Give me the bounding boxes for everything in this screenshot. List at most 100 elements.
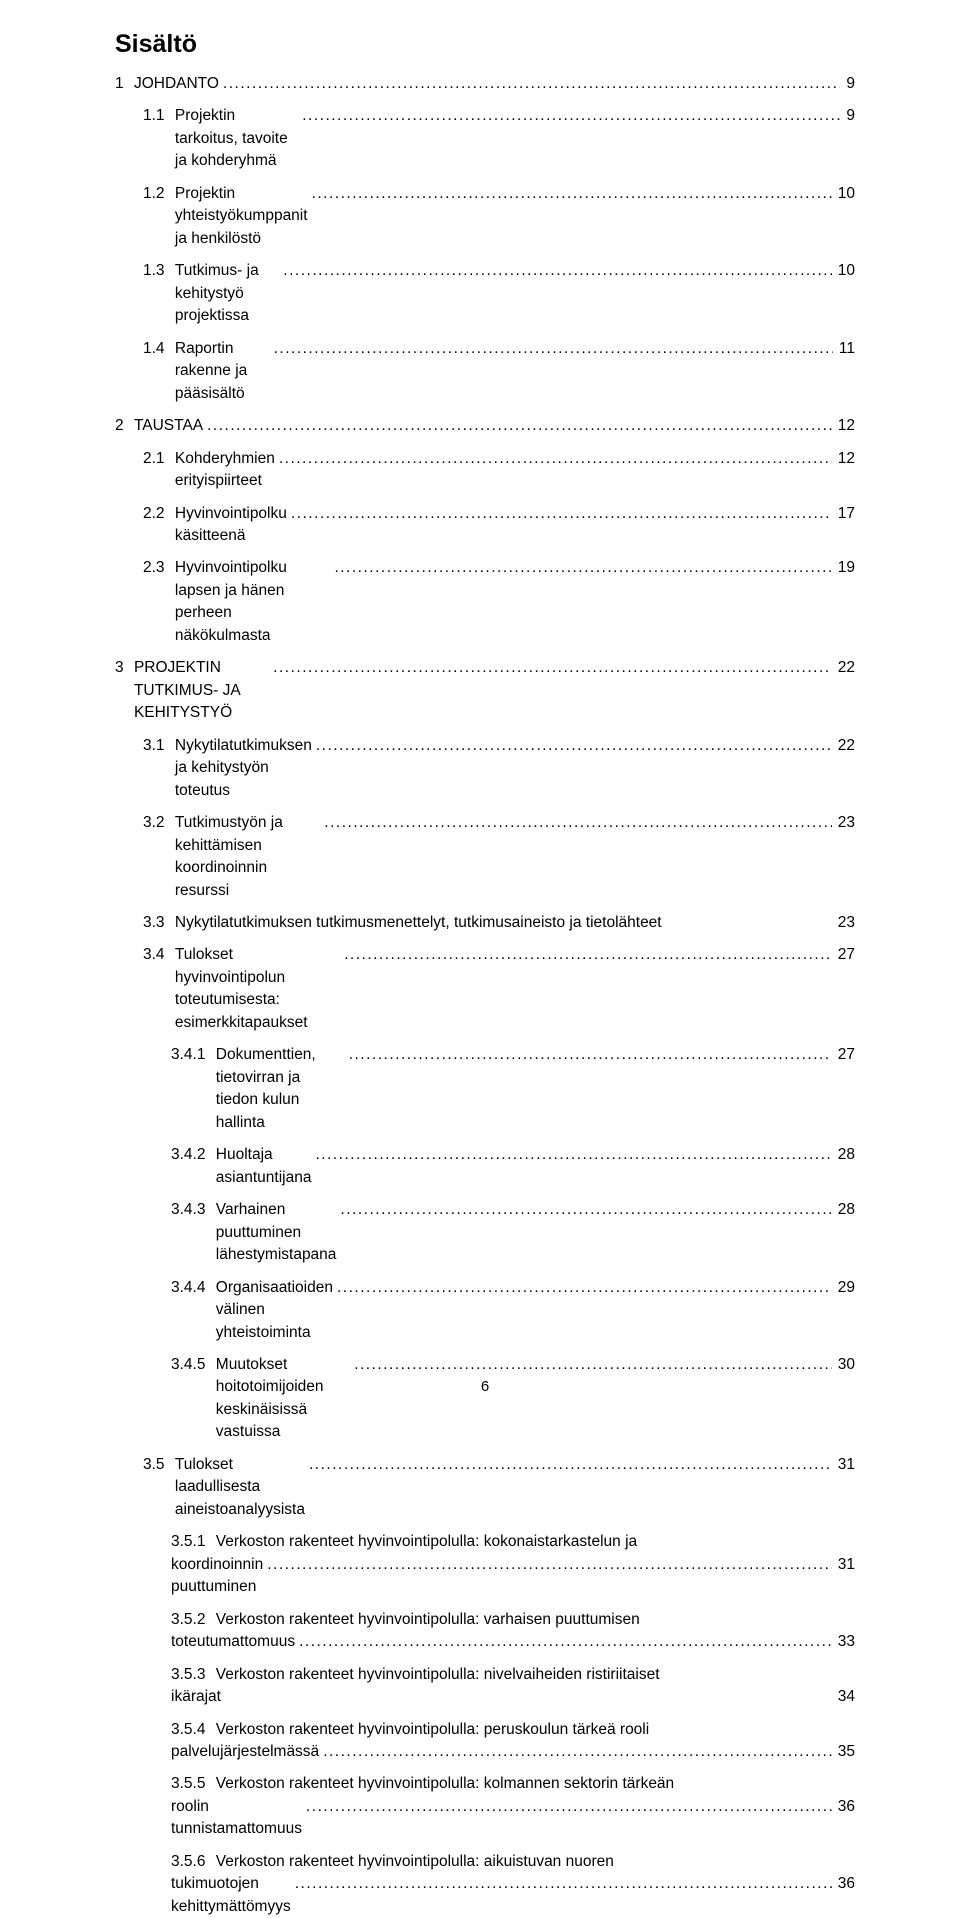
toc-entry: 2.2 Hyvinvointipolku käsitteenä 17 xyxy=(115,503,855,548)
toc-entry-number: 3.4.4 xyxy=(171,1277,205,1299)
toc-entry: 3.5.3 Verkoston rakenteet hyvinvointipol… xyxy=(115,1664,855,1709)
toc-title: Sisältö xyxy=(115,30,855,59)
toc-entry: 2 TAUSTAA12 xyxy=(115,415,855,437)
toc-leader xyxy=(267,1554,832,1599)
toc-entry: 1.4 Raportin rakenne ja pääsisältö11 xyxy=(115,338,855,405)
toc-entry-label: JOHDANTO xyxy=(134,73,219,95)
toc-entry-label: Verkoston rakenteet hyvinvointipolulla: … xyxy=(216,1664,855,1686)
toc-leader xyxy=(315,1144,831,1166)
toc-entry-label: Tulokset laadullisesta aineistoanalyysis… xyxy=(175,1454,305,1521)
toc-entry-label: tukimuotojen kehittymättömyys xyxy=(171,1873,291,1918)
toc-entry: 3.4.4 Organisaatioiden välinen yhteistoi… xyxy=(115,1277,855,1344)
toc-entry-number: 3.4.5 xyxy=(171,1354,205,1376)
toc-entry: 3.5.6 Verkoston rakenteet hyvinvointipol… xyxy=(115,1851,855,1918)
toc-leader xyxy=(283,260,831,282)
toc-entry: 1 JOHDANTO9 xyxy=(115,73,855,95)
toc-entry-label: Nykytilatutkimuksen tutkimusmenettelyt, … xyxy=(175,912,836,934)
toc-entry: 3.4.3 Varhainen puuttuminen lähestymista… xyxy=(115,1199,855,1266)
page-number: 6 xyxy=(115,1378,855,1395)
toc-entry-label: Nykytilatutkimuksen ja kehitystyön toteu… xyxy=(175,735,312,802)
toc-entry-label: Verkoston rakenteet hyvinvointipolulla: … xyxy=(216,1773,674,1795)
toc-entry-page: 28 xyxy=(838,1199,855,1221)
toc-entry-number: 3.5 xyxy=(143,1454,165,1476)
toc-entry-page: 12 xyxy=(838,448,855,470)
toc-entry: 3.4.2 Huoltaja asiantuntijana28 xyxy=(115,1144,855,1189)
toc-entry-number: 3.5.3 xyxy=(171,1664,205,1686)
toc-leader xyxy=(291,503,832,525)
toc-entry-page: 9 xyxy=(846,105,855,127)
toc-entry-label: Tulokset hyvinvointipolun toteutumisesta… xyxy=(175,944,340,1034)
toc-entry-label: toteutumattomuus xyxy=(171,1631,295,1653)
toc-entry-number: 3.5.4 xyxy=(171,1719,205,1741)
toc-entry-page: 10 xyxy=(838,260,855,282)
toc-entry: 3.3 Nykytilatutkimuksen tutkimusmenettel… xyxy=(115,912,855,934)
toc-leader xyxy=(337,1277,832,1299)
toc-leader xyxy=(349,1044,832,1066)
toc-leader xyxy=(279,448,832,470)
toc-entry-page: 29 xyxy=(838,1277,855,1299)
toc-entry-label: Projektin yhteistyökumppanit ja henkilös… xyxy=(175,183,308,250)
toc-entry-page: 31 xyxy=(838,1454,855,1476)
toc-entry-number: 3.1 xyxy=(143,735,165,757)
toc-entry-number: 3.3 xyxy=(143,912,165,934)
toc-entry-page: 23 xyxy=(838,912,855,934)
toc-leader xyxy=(295,1873,832,1918)
toc-entry-number: 3.4.2 xyxy=(171,1144,205,1166)
toc-leader xyxy=(309,1454,832,1476)
toc-leader xyxy=(207,415,832,437)
toc-entry: 3 PROJEKTIN TUTKIMUS- JA KEHITYSTYÖ22 xyxy=(115,657,855,724)
toc-leader xyxy=(223,73,840,95)
toc-entry: 3.5.1 Verkoston rakenteet hyvinvointipol… xyxy=(115,1531,855,1598)
toc-entry: 3.5.4 Verkoston rakenteet hyvinvointipol… xyxy=(115,1719,855,1764)
toc-leader xyxy=(344,944,832,966)
toc-entry-page: 35 xyxy=(838,1741,855,1763)
toc-leader xyxy=(354,1354,832,1376)
toc-entry-page: 22 xyxy=(838,735,855,757)
toc-entry-page: 34 xyxy=(838,1686,855,1708)
toc-entry-number: 1.2 xyxy=(143,183,165,205)
toc-entry-label: Varhainen puuttuminen lähestymistapana xyxy=(216,1199,337,1266)
toc-entry-page: 27 xyxy=(838,1044,855,1066)
toc-entry-number: 3.4 xyxy=(143,944,165,966)
toc-leader xyxy=(273,657,832,679)
toc-entry-label: koordinoinnin puuttuminen xyxy=(171,1554,263,1599)
toc-entry-label: Organisaatioiden välinen yhteistoiminta xyxy=(216,1277,333,1344)
toc-leader xyxy=(299,1631,832,1653)
toc-entry-page: 27 xyxy=(838,944,855,966)
toc-entry: 3.4.5 Muutokset hoitotoimijoiden keskinä… xyxy=(115,1354,855,1444)
toc-entry-label: PROJEKTIN TUTKIMUS- JA KEHITYSTYÖ xyxy=(134,657,269,724)
toc-entry: 1.3 Tutkimus- ja kehitystyö projektissa1… xyxy=(115,260,855,327)
toc-entry: 3.1 Nykytilatutkimuksen ja kehitystyön t… xyxy=(115,735,855,802)
toc-entry: 3.5.2 Verkoston rakenteet hyvinvointipol… xyxy=(115,1609,855,1654)
toc-entry-label: Verkoston rakenteet hyvinvointipolulla: … xyxy=(216,1531,637,1553)
toc-leader xyxy=(323,1741,832,1763)
toc-entry-number: 3.5.5 xyxy=(171,1773,205,1795)
toc-entry: 3.4.1 Dokumenttien, tietovirran ja tiedo… xyxy=(115,1044,855,1134)
toc-entry-label: Hyvinvointipolku käsitteenä xyxy=(175,503,287,548)
toc-leader xyxy=(340,1199,831,1221)
toc-entry-label: Verkoston rakenteet hyvinvointipolulla: … xyxy=(216,1719,649,1741)
toc-entry-number: 3.2 xyxy=(143,812,165,834)
toc-entry-label: Huoltaja asiantuntijana xyxy=(216,1144,312,1189)
toc-entry-label: Hyvinvointipolku lapsen ja hänen perheen… xyxy=(175,557,331,647)
toc-entry-page: 31 xyxy=(838,1554,855,1599)
toc-entry-page: 30 xyxy=(838,1354,855,1376)
toc-entry-label: ikärajat xyxy=(171,1686,836,1708)
toc-leader xyxy=(274,338,833,360)
toc-entry-number: 3.4.1 xyxy=(171,1044,205,1066)
toc-entry: 1.2 Projektin yhteistyökumppanit ja henk… xyxy=(115,183,855,250)
toc-leader xyxy=(324,812,831,834)
toc-entry-page: 11 xyxy=(839,338,855,360)
toc-body: 1 JOHDANTO91.1 Projektin tarkoitus, tavo… xyxy=(115,73,855,1918)
toc-entry-page: 17 xyxy=(838,503,855,525)
toc-entry-number: 1.1 xyxy=(143,105,165,127)
toc-entry-page: 23 xyxy=(838,812,855,834)
toc-entry-number: 1.3 xyxy=(143,260,165,282)
toc-entry-number: 3.5.1 xyxy=(171,1531,205,1553)
toc-leader xyxy=(306,1796,832,1841)
toc-entry-label: Kohderyhmien erityispiirteet xyxy=(175,448,275,493)
toc-entry-page: 9 xyxy=(846,73,855,95)
toc-entry-label: Dokumenttien, tietovirran ja tiedon kulu… xyxy=(216,1044,345,1134)
toc-entry-label: Raportin rakenne ja pääsisältö xyxy=(175,338,270,405)
toc-entry-number: 2.2 xyxy=(143,503,165,525)
